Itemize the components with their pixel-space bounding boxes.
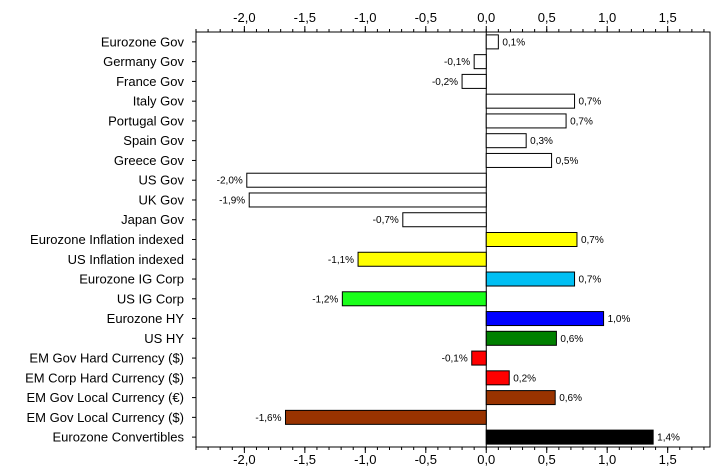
bar xyxy=(485,232,578,247)
bar xyxy=(485,370,510,386)
category-label: Portugal Gov xyxy=(108,113,184,128)
bar xyxy=(284,409,487,425)
bar xyxy=(485,133,527,149)
bar xyxy=(485,429,654,445)
data-label: -0,7% xyxy=(373,215,399,226)
data-label: -1,1% xyxy=(328,255,354,266)
category-label: EM Gov Local Currency (€) xyxy=(27,390,185,405)
x-tick-label-top: 0,0 xyxy=(477,10,495,25)
data-labels: 0,1% -0,1% -0,2% 0,7% 0,7% 0,3%0,5% -2,0% -1,9%… xyxy=(217,37,680,443)
bar xyxy=(485,390,556,406)
bar xyxy=(485,330,557,346)
data-label: 0,6% xyxy=(560,334,583,345)
category-label: Italy Gov xyxy=(133,94,185,109)
x-tick-label-top: -2,0 xyxy=(233,10,255,25)
category-label: Eurozone Inflation indexed xyxy=(30,232,184,247)
category-label: US Gov xyxy=(138,173,184,188)
x-tick-label-bottom: 0,5 xyxy=(538,452,556,467)
category-label: Eurozone Gov xyxy=(101,34,185,49)
data-label: 1,4% xyxy=(657,433,680,444)
data-label: 0,7% xyxy=(579,275,602,286)
bar xyxy=(485,93,576,109)
category-label: US HY xyxy=(144,331,184,346)
x-tick-label-bottom: 1,5 xyxy=(659,452,677,467)
x-tick-label-bottom: 0,0 xyxy=(477,452,495,467)
bar xyxy=(461,73,487,89)
data-label: 0,7% xyxy=(581,235,604,246)
category-label: Eurozone HY xyxy=(107,311,185,326)
x-tick-label-top: -1,5 xyxy=(294,10,316,25)
data-label: -0,1% xyxy=(442,354,468,365)
data-label: 0,7% xyxy=(579,97,602,108)
bar xyxy=(485,271,576,287)
data-label: 0,7% xyxy=(570,116,593,127)
x-tick-label-top: 1,0 xyxy=(598,10,616,25)
category-label: Eurozone Convertibles xyxy=(52,430,184,445)
category-label: Germany Gov xyxy=(103,54,184,69)
x-tick-label-bottom: -2,0 xyxy=(233,452,255,467)
bar xyxy=(402,212,487,228)
category-label: Spain Gov xyxy=(123,133,184,148)
plot-frame xyxy=(195,31,711,448)
x-tick-label-top: -0,5 xyxy=(415,10,437,25)
data-label: -1,9% xyxy=(219,195,245,206)
bar xyxy=(341,291,487,307)
category-label: Eurozone IG Corp xyxy=(79,272,184,287)
category-labels: Eurozone Gov Germany Gov France Gov Italy G… xyxy=(25,34,184,444)
data-label: -2,0% xyxy=(217,176,243,187)
category-label: US Inflation indexed xyxy=(68,252,184,267)
x-tick-label-bottom: -1,0 xyxy=(354,452,376,467)
category-label: Greece Gov xyxy=(114,153,185,168)
x-tick-label-bottom: 1,0 xyxy=(598,452,616,467)
bar xyxy=(485,311,605,327)
bar xyxy=(485,152,553,168)
data-label: -1,2% xyxy=(312,294,338,305)
category-label: US IG Corp xyxy=(117,291,184,306)
category-label: France Gov xyxy=(116,74,184,89)
bar xyxy=(248,192,487,208)
bar xyxy=(357,251,487,267)
data-label: -1,6% xyxy=(255,413,281,424)
bar xyxy=(485,34,499,50)
x-tick-label-bottom: -0,5 xyxy=(415,452,437,467)
x-tick-label-top: -1,0 xyxy=(354,10,376,25)
category-label: EM Gov Local Currency ($) xyxy=(27,410,185,425)
x-tick-label-bottom: -1,5 xyxy=(294,452,316,467)
bar xyxy=(246,172,487,188)
category-label: UK Gov xyxy=(138,192,184,207)
bars xyxy=(246,34,654,445)
data-label: -0,1% xyxy=(444,57,470,68)
data-label: 0,2% xyxy=(513,373,536,384)
data-label: -0,2% xyxy=(432,77,458,88)
bar xyxy=(485,113,567,129)
x-tick-label-top: 0,5 xyxy=(538,10,556,25)
bar xyxy=(473,54,487,70)
bar xyxy=(471,350,487,366)
data-label: 0,3% xyxy=(530,136,553,147)
data-label: 0,6% xyxy=(559,393,582,404)
data-label: 1,0% xyxy=(608,314,631,325)
data-label: 0,1% xyxy=(502,37,525,48)
category-label: EM Corp Hard Currency ($) xyxy=(25,370,184,385)
category-label: EM Gov Hard Currency ($) xyxy=(29,351,184,366)
x-tick-label-top: 1,5 xyxy=(659,10,677,25)
category-label: Japan Gov xyxy=(121,212,184,227)
data-label: 0,5% xyxy=(556,156,579,167)
